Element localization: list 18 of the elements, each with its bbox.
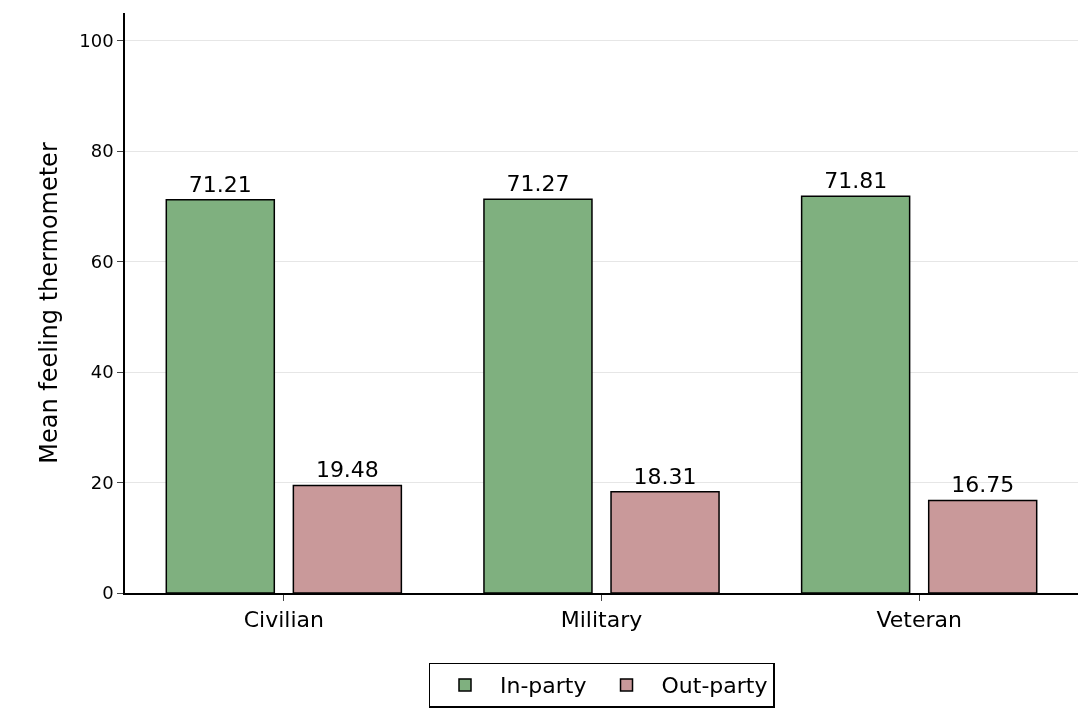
y-tick-label: 80 (90, 140, 114, 162)
x-tick-label: Civilian (243, 607, 324, 633)
y-tick-label: 0 (102, 582, 114, 604)
data-label: 16.75 (951, 472, 1015, 498)
data-label: 19.48 (315, 457, 379, 483)
x-tick-label: Military (560, 607, 643, 633)
legend-label: Out-party (661, 673, 768, 699)
legend-label: In-party (500, 673, 587, 699)
x-tick-label: Veteran (876, 607, 962, 633)
data-label: 71.81 (824, 168, 888, 194)
y-tick-label: 20 (90, 471, 114, 493)
data-label: 18.31 (633, 463, 697, 489)
y-axis-title: Mean feeling thermometer (34, 142, 63, 464)
data-label: 71.21 (188, 171, 252, 197)
data-label: 71.27 (506, 171, 570, 197)
y-tick-label: 40 (90, 361, 114, 383)
y-tick-label: 60 (90, 250, 114, 272)
y-tick-label: 100 (79, 29, 114, 51)
